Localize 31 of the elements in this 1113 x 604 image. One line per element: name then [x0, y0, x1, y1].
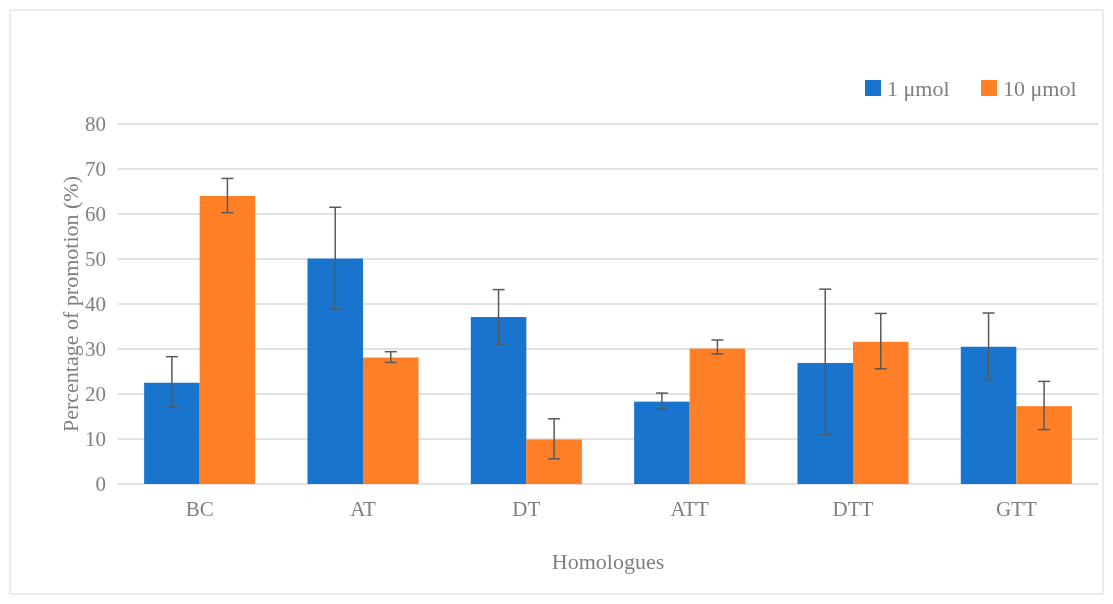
x-tick-label: DTT	[832, 497, 874, 521]
bar	[307, 258, 363, 484]
y-axis-title: Percentage of promotion (%)	[58, 176, 83, 432]
x-axis-title: Homologues	[551, 549, 665, 574]
x-tick-label: DT	[512, 497, 541, 521]
legend-label: 1 μmol	[887, 75, 950, 101]
legend-label: 10 μmol	[1003, 75, 1077, 101]
y-tick-label: 80	[85, 112, 106, 137]
bar	[1016, 406, 1072, 484]
y-tick-label: 70	[85, 157, 106, 182]
bar	[470, 317, 527, 484]
x-tick-label: ATT	[670, 497, 710, 521]
y-tick-label: 60	[85, 202, 106, 227]
bar	[689, 348, 746, 484]
y-tick-label: 20	[85, 382, 106, 407]
x-tick-label: AT	[350, 497, 376, 521]
bar	[199, 196, 256, 484]
y-tick-label: 10	[85, 427, 106, 452]
y-tick-label: 40	[85, 292, 106, 317]
y-tick-label: 30	[85, 337, 106, 362]
x-tick-label: GTT	[995, 497, 1037, 521]
y-tick-label: 50	[85, 247, 106, 272]
bar	[797, 362, 853, 484]
x-tick-label: BC	[185, 497, 214, 521]
bar	[363, 357, 419, 484]
bar	[853, 341, 909, 484]
bar	[526, 439, 582, 484]
bar	[634, 401, 690, 484]
bar	[144, 382, 200, 484]
y-tick-label: 0	[95, 472, 106, 497]
bar	[960, 346, 1017, 484]
